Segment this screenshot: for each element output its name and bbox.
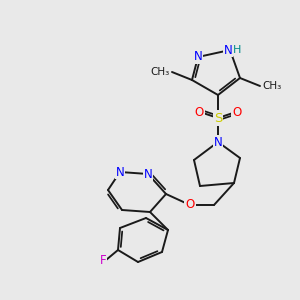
Text: S: S xyxy=(214,112,222,124)
Text: CH₃: CH₃ xyxy=(151,67,170,77)
Text: H: H xyxy=(233,45,241,55)
Text: N: N xyxy=(116,166,124,178)
Text: N: N xyxy=(194,50,202,64)
Text: CH₃: CH₃ xyxy=(262,81,281,91)
Text: O: O xyxy=(194,106,204,118)
Text: N: N xyxy=(214,136,222,148)
Text: N: N xyxy=(224,44,232,56)
Text: O: O xyxy=(185,199,195,212)
Text: N: N xyxy=(144,167,152,181)
Text: F: F xyxy=(100,254,106,266)
Text: O: O xyxy=(232,106,242,118)
